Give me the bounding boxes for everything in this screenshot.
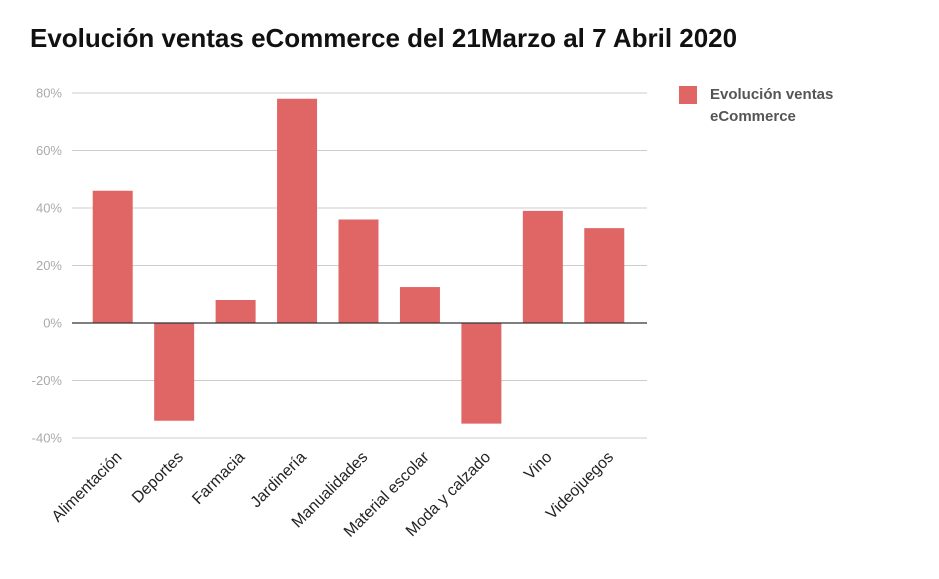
y-tick-label: 60% xyxy=(36,143,62,158)
y-tick-label: 20% xyxy=(36,258,62,273)
x-tick-label: Jardinería xyxy=(248,449,310,511)
bar xyxy=(522,210,563,323)
bar xyxy=(584,228,625,323)
x-tick-label: Deportes xyxy=(129,449,187,507)
y-tick-label: 0% xyxy=(43,316,62,331)
legend-swatch xyxy=(679,86,697,104)
bar xyxy=(215,300,256,323)
legend: Evolución ventas eCommerce xyxy=(679,84,860,128)
y-tick-label: -20% xyxy=(32,373,63,388)
y-tick-label: 40% xyxy=(36,201,62,216)
bar xyxy=(277,98,318,323)
bar xyxy=(154,323,195,421)
chart-title: Evolución ventas eCommerce del 21Marzo a… xyxy=(30,23,737,53)
x-tick-label: Farmacia xyxy=(189,449,248,508)
bar xyxy=(461,323,502,424)
bar xyxy=(92,190,133,323)
x-tick-label: Alimentación xyxy=(49,449,126,526)
bar xyxy=(399,287,440,323)
x-tick-label: Vino xyxy=(521,449,556,484)
y-tick-label: 80% xyxy=(36,86,62,101)
legend-label: Evolución ventas eCommerce xyxy=(710,86,834,125)
y-tick-label: -40% xyxy=(32,431,63,446)
bar xyxy=(338,219,379,323)
